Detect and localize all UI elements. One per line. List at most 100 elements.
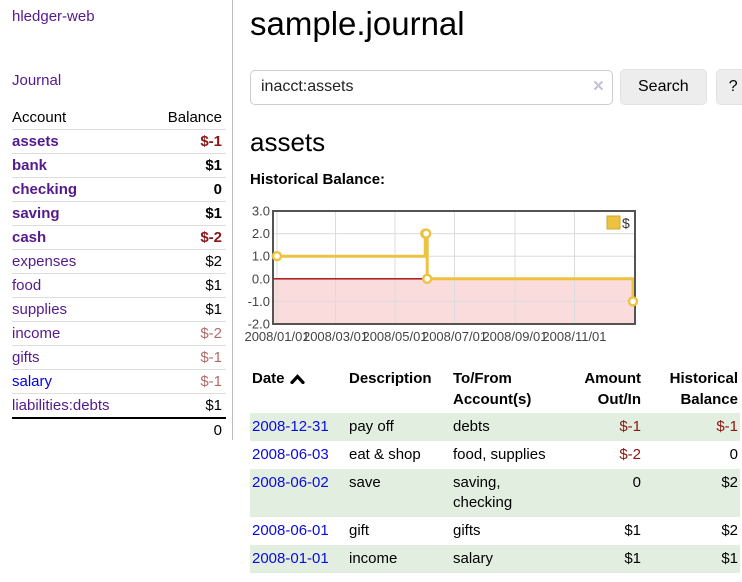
y-tick-label: 1.0	[252, 249, 270, 264]
account-row: food $1	[12, 273, 226, 298]
transaction-date-link[interactable]: 2008-01-01	[252, 550, 329, 567]
search-row: × Search ?	[250, 69, 742, 105]
account-balance: $1	[146, 201, 226, 226]
transaction-accounts: salary	[453, 550, 494, 567]
account-balance: $-1	[146, 369, 226, 394]
transaction-accounts: food, supplies	[453, 446, 546, 463]
data-point	[271, 251, 283, 262]
search-input[interactable]	[250, 69, 613, 105]
help-button[interactable]: ?	[715, 69, 742, 105]
accounts-total-value: 0	[146, 417, 226, 442]
account-link[interactable]: food	[12, 277, 42, 294]
transaction-date-link[interactable]: 2008-06-02	[252, 474, 329, 491]
transaction-description: save	[349, 474, 381, 491]
accounts-col-account: Account	[12, 106, 147, 130]
accounts-table: Account Balance assets $-1 bank $1 checking 0…	[12, 106, 226, 442]
transaction-row: 2008-01-01 income salary $1 $1	[250, 545, 740, 573]
col-amount-out-in: Amount Out/In	[584, 370, 641, 408]
accounts-total-spacer	[12, 417, 147, 442]
account-link[interactable]: supplies	[12, 301, 68, 318]
accounts-table-header: Account Balance	[12, 106, 226, 130]
account-row: saving $1	[12, 201, 226, 226]
x-tick-label: 2008/07/01	[422, 329, 487, 344]
transaction-accounts: saving, checking	[453, 474, 513, 511]
accounts-col-balance: Balance	[146, 106, 226, 130]
page-title: sample.journal	[250, 5, 465, 42]
transaction-amount: $1	[624, 522, 641, 539]
transaction-description: eat & shop	[349, 446, 421, 463]
x-tick-label: 2008/05/01	[362, 329, 427, 344]
y-tick-label: 0.0	[252, 271, 270, 286]
transaction-description: income	[349, 550, 398, 567]
transaction-accounts: debts	[453, 418, 490, 435]
search-button[interactable]: Search	[620, 69, 707, 105]
account-link[interactable]: expenses	[12, 253, 77, 270]
y-tick-label: -1.0	[248, 294, 270, 309]
account-link[interactable]: assets	[12, 133, 59, 150]
account-balance: $1	[146, 153, 226, 178]
app-title-link[interactable]: hledger-web	[12, 8, 95, 25]
transaction-row: 2008-06-01 gift gifts $1 $2	[250, 517, 740, 545]
transactions-header-row: Date Description To/From Account(s) Amou…	[250, 366, 740, 413]
account-balance: $1	[146, 297, 226, 322]
col-tofrom-accounts: To/From Account(s)	[453, 370, 532, 408]
account-row: liabilities:debts $1	[12, 393, 226, 419]
transaction-row: 2008-12-31 pay off debts $-1 $-1	[250, 413, 740, 441]
transaction-date-link[interactable]: 2008-06-03	[252, 446, 329, 463]
account-row: salary $-1	[12, 369, 226, 394]
transaction-accounts: gifts	[453, 522, 481, 539]
legend-label: $	[622, 215, 630, 231]
transaction-historical-balance: $-1	[716, 418, 738, 435]
accounts-total-row: 0	[12, 417, 226, 442]
account-link[interactable]: bank	[12, 157, 48, 174]
account-link[interactable]: checking	[12, 181, 78, 198]
account-balance: $-2	[146, 321, 226, 346]
col-date[interactable]: Date	[250, 366, 347, 413]
account-heading: assets	[250, 127, 326, 157]
x-tick-label: 2008/11/01	[542, 329, 606, 344]
account-balance: $-2	[146, 225, 226, 250]
account-row: bank $1	[12, 153, 226, 178]
sidebar-item-journal[interactable]: Journal	[12, 72, 62, 89]
col-historical-balance: Historical Balance	[669, 370, 738, 408]
data-point	[422, 273, 433, 285]
account-balance: 0	[146, 177, 226, 202]
transaction-row: 2008-06-03 eat & shop food, supplies $-2 0	[250, 441, 740, 469]
sidebar: hledger-web Journal Account Balance asse…	[0, 0, 233, 442]
account-row: checking 0	[12, 177, 226, 202]
main-content: sample.journal × Search ? assets Histori…	[244, 0, 742, 573]
transaction-historical-balance: $2	[721, 474, 738, 491]
transaction-description: gift	[349, 522, 370, 539]
transaction-historical-balance: 0	[729, 446, 738, 463]
account-row: assets $-1	[12, 129, 226, 154]
account-link[interactable]: liabilities:debts	[12, 397, 110, 414]
transaction-date-link[interactable]: 2008-12-31	[252, 418, 329, 435]
balance-chart: $3.0 2.0 1.0 0.0 -1.0 -2.0 2008/01/01 2008/03/0…	[244, 204, 742, 347]
transaction-historical-balance: $1	[721, 550, 738, 567]
transaction-description: pay off	[349, 418, 394, 435]
transactions-table: Date Description To/From Account(s) Amou…	[250, 366, 740, 573]
account-link[interactable]: cash	[12, 229, 47, 246]
account-balance: $1	[146, 273, 226, 298]
y-tick-label: 2.0	[252, 226, 270, 241]
account-row: income $-2	[12, 321, 226, 346]
transaction-amount: $-2	[619, 446, 641, 463]
transaction-date-link[interactable]: 2008-06-01	[252, 522, 329, 539]
account-link[interactable]: income	[12, 325, 61, 342]
account-link[interactable]: saving	[12, 205, 60, 222]
transaction-amount: $-1	[619, 418, 641, 435]
clear-search-icon[interactable]: ×	[592, 75, 604, 97]
account-link[interactable]: gifts	[12, 349, 40, 366]
account-balance: $-1	[146, 345, 226, 370]
account-balance: $2	[146, 249, 226, 274]
account-row: cash $-2	[12, 225, 226, 250]
account-balance: $-1	[146, 129, 226, 154]
account-row: gifts $-1	[12, 345, 226, 370]
legend-swatch	[606, 215, 621, 230]
col-description: Description	[349, 370, 432, 387]
transaction-row: 2008-06-02 save saving, checking 0 $2	[250, 469, 740, 517]
transaction-historical-balance: $2	[721, 522, 738, 539]
search-box: ×	[250, 69, 613, 105]
account-link[interactable]: salary	[12, 373, 53, 390]
app-title: hledger-web	[12, 8, 232, 25]
